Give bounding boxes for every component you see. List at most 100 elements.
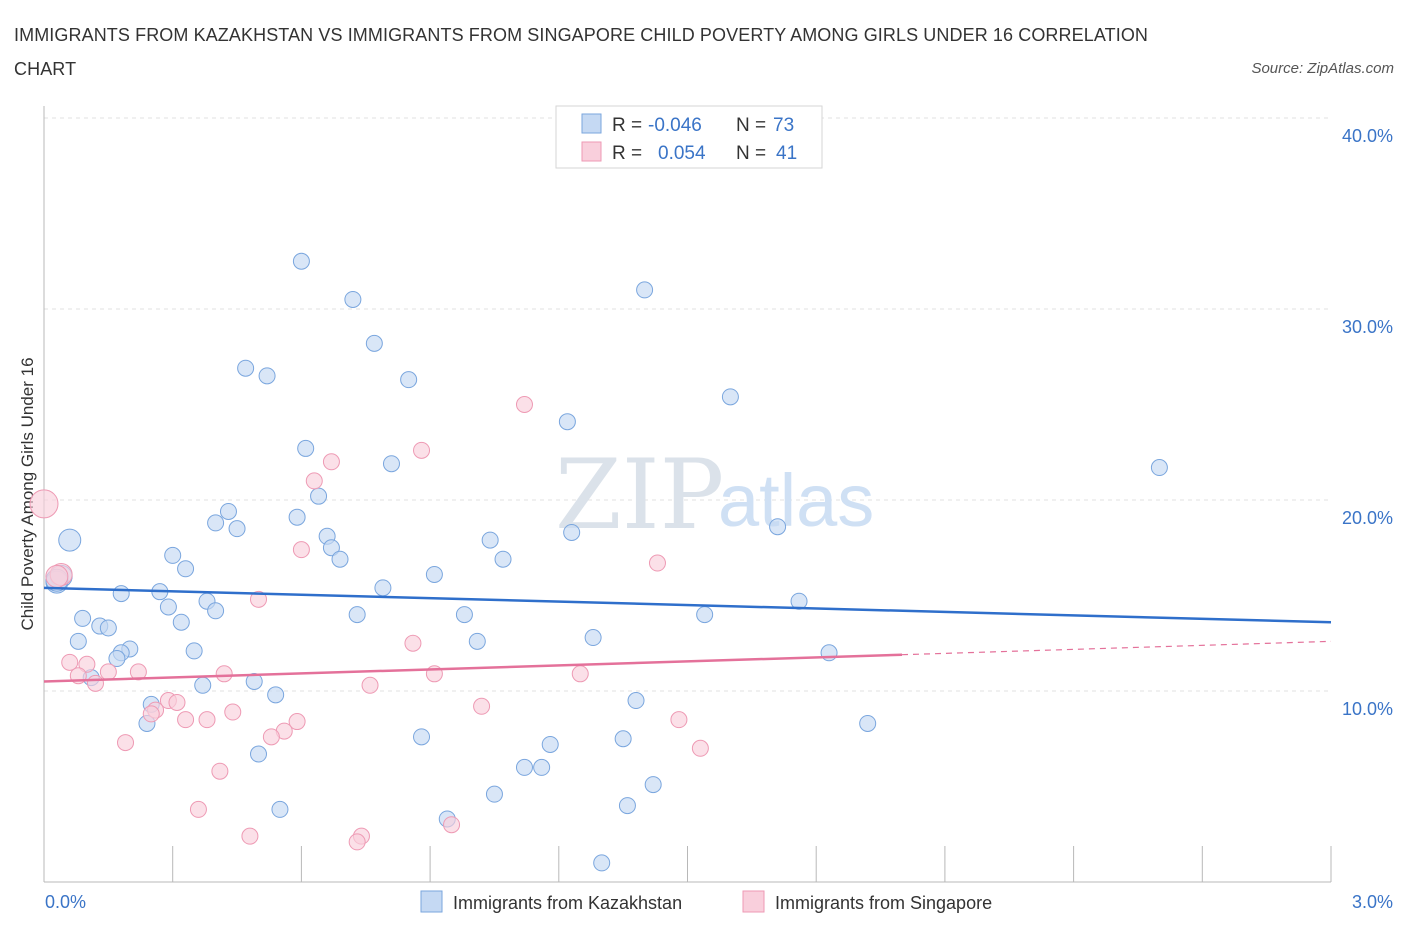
point-kazakhstan — [859, 714, 877, 732]
point-singapore — [473, 697, 491, 715]
point-kazakhstan — [207, 514, 225, 532]
point-kazakhstan — [348, 606, 366, 624]
points-layer — [29, 252, 1168, 872]
source-credit: Source: ZipAtlas.com — [1251, 60, 1394, 77]
point-singapore — [648, 554, 666, 572]
point-kazakhstan — [541, 735, 559, 753]
trendline-singapore — [43, 653, 903, 683]
point-singapore — [250, 590, 267, 608]
point-kazakhstan — [769, 518, 787, 536]
chart-title: IMMIGRANTS FROM KAZAKHSTAN VS IMMIGRANTS… — [14, 25, 1149, 79]
point-singapore — [443, 816, 461, 834]
legend-item-singapore[interactable]: Immigrants from Singapore — [742, 890, 992, 913]
point-singapore — [117, 734, 135, 752]
point-kazakhstan — [400, 371, 418, 389]
point-kazakhstan — [485, 785, 503, 803]
point-kazakhstan — [533, 758, 551, 776]
point-kazakhstan — [455, 606, 473, 624]
point-kazakhstan — [365, 334, 383, 352]
point-singapore — [215, 665, 233, 683]
point-singapore — [348, 833, 366, 851]
point-singapore — [61, 653, 79, 671]
watermark-atlas: atlas — [718, 459, 874, 542]
point-kazakhstan — [108, 650, 126, 668]
point-kazakhstan — [584, 629, 602, 647]
point-kazakhstan — [250, 745, 267, 763]
point-kazakhstan — [481, 531, 499, 549]
legend-item-kazakhstan[interactable]: Immigrants from Kazakhstan — [420, 890, 682, 913]
point-singapore — [322, 453, 340, 471]
point-singapore — [78, 655, 96, 673]
point-singapore — [571, 665, 589, 683]
point-singapore — [211, 762, 229, 780]
point-singapore — [361, 676, 379, 694]
x-tick-labels: 0.0% 3.0% — [45, 892, 1393, 912]
point-kazakhstan — [382, 455, 400, 473]
point-kazakhstan — [219, 502, 237, 520]
point-kazakhstan — [721, 388, 739, 406]
point-kazakhstan — [159, 598, 177, 616]
point-kazakhstan — [74, 609, 92, 627]
y-tick-labels: 10.0% 20.0% 30.0% 40.0% — [1342, 126, 1393, 719]
axes-layer — [43, 106, 1332, 883]
stats-box: R = -0.046 N = 73 R = 0.054 N = 41 — [555, 105, 823, 169]
point-kazakhstan — [172, 613, 190, 631]
point-kazakhstan — [228, 520, 246, 538]
watermark-zip: ZIP — [555, 439, 724, 551]
point-singapore — [224, 703, 242, 721]
point-kazakhstan — [258, 367, 276, 385]
y-tick-label: 30.0% — [1342, 317, 1393, 337]
point-kazakhstan — [185, 642, 203, 660]
point-kazakhstan — [99, 619, 117, 637]
stats-swatch-kazakhstan — [581, 113, 602, 134]
watermark: ZIP atlas — [555, 439, 874, 551]
stats-swatch-singapore — [581, 141, 602, 162]
point-kazakhstan — [292, 252, 310, 270]
point-kazakhstan — [627, 692, 645, 710]
point-kazakhstan — [344, 290, 362, 308]
point-kazakhstan — [644, 776, 662, 794]
stats-r-label-singapore: R = — [612, 143, 642, 164]
point-kazakhstan — [267, 686, 285, 704]
point-kazakhstan — [425, 565, 443, 583]
point-singapore — [670, 711, 688, 729]
stats-r-value-singapore: 0.054 — [658, 143, 706, 164]
point-singapore — [177, 711, 195, 729]
point-singapore — [142, 705, 160, 723]
legend-label-singapore: Immigrants from Singapore — [775, 893, 992, 913]
point-kazakhstan — [245, 672, 263, 690]
point-singapore — [288, 713, 306, 731]
point-kazakhstan — [494, 550, 512, 568]
stats-n-value-kazakhstan: 73 — [773, 115, 794, 136]
point-singapore — [198, 711, 216, 729]
point-kazakhstan — [237, 359, 255, 377]
point-kazakhstan — [310, 487, 328, 505]
point-kazakhstan — [194, 676, 212, 694]
stats-r-value-kazakhstan: -0.046 — [648, 115, 702, 136]
point-kazakhstan — [563, 523, 581, 541]
trendline-singapore-extension — [901, 640, 1332, 656]
x-tick-label: 3.0% — [1352, 892, 1393, 912]
stats-n-value-singapore: 41 — [776, 143, 797, 164]
x-tick-label: 0.0% — [45, 892, 86, 912]
point-singapore — [29, 489, 59, 519]
point-singapore — [305, 472, 323, 490]
point-kazakhstan — [696, 606, 714, 624]
point-kazakhstan — [515, 758, 533, 776]
y-axis-label: Child Poverty Among Girls Under 16 — [18, 357, 37, 630]
point-kazakhstan — [297, 439, 315, 457]
point-singapore — [262, 728, 280, 746]
point-kazakhstan — [112, 585, 130, 603]
y-tick-label: 10.0% — [1342, 699, 1393, 719]
point-singapore — [292, 541, 310, 559]
point-kazakhstan — [207, 602, 225, 620]
point-singapore — [45, 564, 69, 588]
legend: Immigrants from Kazakhstan Immigrants fr… — [420, 890, 992, 913]
point-kazakhstan — [593, 854, 611, 872]
point-kazakhstan — [69, 632, 87, 650]
stats-r-label-kazakhstan: R = — [612, 115, 642, 136]
point-singapore — [129, 663, 147, 681]
point-kazakhstan — [322, 539, 340, 557]
point-kazakhstan — [468, 632, 486, 650]
